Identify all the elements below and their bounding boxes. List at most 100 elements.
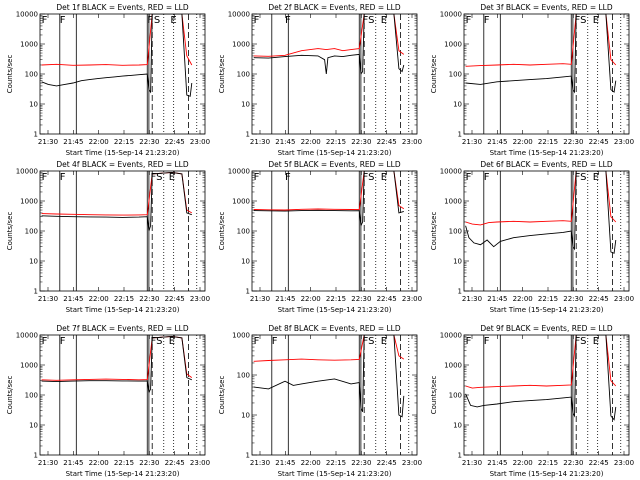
series-line-lld [253, 171, 405, 211]
series-line-events [41, 14, 193, 97]
event-letter: E [593, 15, 599, 26]
y-tick-label: 1000 [20, 362, 38, 370]
y-tick-label: 10 [29, 422, 38, 430]
x-axis-label: Start Time (15-Sep-14 21:23:20) [490, 306, 604, 314]
y-tick-label: 100 [25, 228, 38, 236]
series-line-lld [253, 14, 405, 57]
x-tick-label: 23:00 [190, 138, 210, 146]
y-axis-label: Counts/sec [218, 376, 226, 415]
y-tick-label: 100 [25, 71, 38, 79]
x-tick-label: 22:30 [139, 295, 159, 303]
x-tick-label: 22:00 [513, 138, 533, 146]
x-tick-label: 22:00 [89, 459, 109, 467]
y-tick-label: 1000 [20, 198, 38, 206]
x-tick-label: 21:30 [38, 138, 58, 146]
x-tick-label: 22:30 [139, 459, 159, 467]
x-tick-label: 22:30 [563, 459, 583, 467]
axes-frame [463, 170, 630, 292]
event-letter: F [466, 336, 472, 347]
chart-panel-6: Det 6f BLACK = Events, RED = LLD Counts/s… [430, 160, 634, 314]
y-tick-label: 100 [25, 392, 38, 400]
x-tick-label: 22:30 [563, 295, 583, 303]
series-line-lld [41, 14, 193, 66]
y-tick-label: 10 [453, 258, 462, 266]
event-letter: F [147, 15, 153, 26]
y-tick-label: 1 [246, 452, 250, 460]
y-tick-label: 1 [458, 131, 462, 139]
plot-area [253, 335, 410, 455]
x-tick-label: 21:30 [462, 459, 482, 467]
event-letter: FS [363, 336, 375, 347]
y-tick-label: 10000 [440, 168, 462, 176]
series-line-events [41, 171, 192, 232]
axes-frame [463, 13, 630, 135]
y-tick-label: 10 [241, 101, 250, 109]
x-tick-label: 22:45 [589, 459, 609, 467]
event-letter: F [254, 336, 260, 347]
event-letter: FS [151, 172, 163, 183]
series-line-lld [465, 14, 617, 67]
event-letter: F [42, 172, 48, 183]
y-tick-label: 1 [34, 131, 38, 139]
event-letter: F [484, 172, 490, 183]
y-tick-label: 1000 [232, 198, 250, 206]
x-tick-label: 23:00 [190, 295, 210, 303]
chart-title: Det 3f BLACK = Events, RED = LLD [480, 3, 613, 12]
plot-area [41, 335, 198, 455]
event-letter: F [254, 15, 260, 26]
x-tick-label: 21:45 [275, 138, 295, 146]
chart-panel-3: Det 3f BLACK = Events, RED = LLD Counts/s… [430, 3, 634, 157]
x-tick-label: 22:00 [301, 138, 321, 146]
axes-frame [39, 13, 206, 135]
series-line-lld [253, 335, 405, 362]
event-letter: FS [151, 336, 163, 347]
event-letter: F [60, 336, 66, 347]
y-tick-label: 10000 [16, 332, 38, 340]
y-tick-label: 100 [449, 392, 462, 400]
x-tick-label: 22:15 [326, 459, 346, 467]
y-tick-label: 10000 [228, 11, 250, 19]
event-letter: E [593, 336, 599, 347]
y-tick-label: 1 [458, 452, 462, 460]
x-tick-label: 21:45 [275, 459, 295, 467]
y-tick-label: 1000 [444, 362, 462, 370]
x-tick-label: 21:45 [275, 295, 295, 303]
x-tick-label: 22:00 [513, 459, 533, 467]
x-tick-label: 22:30 [351, 459, 371, 467]
x-tick-label: 22:15 [326, 138, 346, 146]
y-axis-label: Counts/sec [430, 376, 438, 415]
y-tick-label: 1000 [232, 41, 250, 49]
series-line-events [253, 171, 404, 228]
y-tick-label: 100 [237, 372, 250, 380]
plot-area [465, 171, 622, 291]
event-letter: E [381, 15, 387, 26]
x-tick-label: 21:45 [487, 459, 507, 467]
x-tick-label: 22:45 [589, 295, 609, 303]
event-letter: F [254, 172, 260, 183]
x-tick-label: 22:15 [114, 295, 134, 303]
axes-frame [39, 334, 206, 456]
y-tick-label: 1000 [232, 332, 250, 340]
x-tick-label: 22:45 [165, 295, 185, 303]
chart-title: Det 6f BLACK = Events, RED = LLD [480, 160, 613, 169]
x-tick-label: 21:45 [487, 295, 507, 303]
event-letter: F [484, 15, 490, 26]
event-letter: FS [363, 172, 375, 183]
series-line-lld [465, 171, 617, 226]
event-letter: FS [575, 172, 587, 183]
x-tick-label: 22:45 [589, 138, 609, 146]
y-tick-label: 100 [237, 228, 250, 236]
y-tick-label: 1000 [20, 41, 38, 49]
x-tick-label: 21:30 [38, 459, 58, 467]
x-tick-label: 22:00 [513, 295, 533, 303]
event-letter: E [169, 172, 175, 183]
x-tick-label: 22:15 [114, 138, 134, 146]
axes-frame [463, 334, 630, 456]
x-tick-label: 23:00 [614, 138, 634, 146]
series-line-events [465, 335, 617, 421]
event-letter: E [593, 172, 599, 183]
y-axis-label: Counts/sec [6, 212, 14, 251]
y-tick-label: 1 [246, 131, 250, 139]
event-letter: S [154, 15, 160, 26]
